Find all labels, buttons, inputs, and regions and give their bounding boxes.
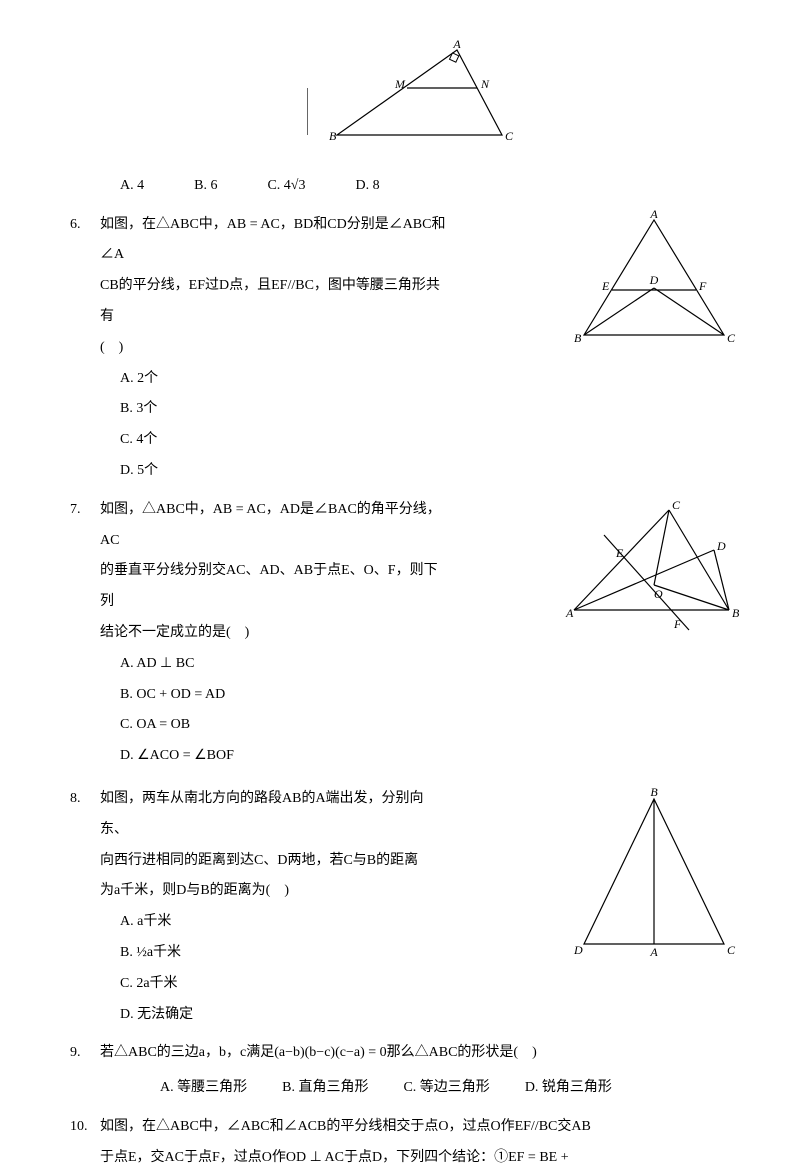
svg-text:F: F (698, 279, 707, 293)
q6-figure: A B C E D F (564, 210, 744, 350)
svg-text:C: C (505, 129, 514, 143)
q5-figure-wrap: A B C M N (100, 40, 734, 163)
q6-text-3: ( ) (100, 333, 450, 364)
q9-text: 若△ABC的三边a，b，c满足(a−b)(b−c)(c−a) = 0那么△ABC… (100, 1038, 734, 1069)
q7-figure: A B C D E F O (554, 495, 744, 635)
svg-text:N: N (480, 77, 490, 91)
svg-text:O: O (654, 587, 663, 601)
q5-opt-a: A. 4 (120, 171, 144, 202)
svg-text:D: D (573, 943, 583, 957)
svg-text:B: B (650, 785, 658, 799)
q8-opt-c: C. 2a千米 (120, 969, 450, 1000)
q7-opt-c: C. OA = OB (120, 710, 450, 741)
svg-text:B: B (574, 331, 582, 345)
svg-text:F: F (673, 617, 682, 631)
svg-text:M: M (394, 77, 406, 91)
svg-text:C: C (727, 943, 736, 957)
q5-opt-c: C. 4√3 (267, 171, 305, 202)
q7-num: 7. (70, 495, 81, 526)
q7-opt-d: D. ∠ACO = ∠BOF (120, 741, 450, 772)
q8-opt-d: D. 无法确定 (120, 1000, 450, 1031)
svg-text:C: C (727, 331, 736, 345)
svg-text:B: B (732, 606, 740, 620)
q7-opt-b: B. OC + OD = AD (120, 680, 450, 711)
q10-text-1: 如图，在△ABC中，∠ABC和∠ACB的平分线相交于点O，过点O作EF//BC交… (100, 1112, 734, 1143)
q9-opt-a: A. 等腰三角形 (160, 1073, 247, 1104)
q8-figure: B D A C (564, 784, 744, 964)
svg-text:B: B (329, 129, 337, 143)
q5-figure: A B C M N (307, 40, 527, 150)
q7-text-1: 如图，△ABC中，AB = AC，AD是∠BAC的角平分线，AC (100, 495, 450, 557)
q5-options: A. 4 B. 6 C. 4√3 D. 8 (100, 171, 734, 202)
question-7: 7. 如图，△ABC中，AB = AC，AD是∠BAC的角平分线，AC 的垂直平… (100, 495, 734, 772)
q5-opt-d: D. 8 (356, 171, 380, 202)
q6-opt-c: C. 4个 (120, 425, 450, 456)
svg-text:A: A (649, 210, 658, 221)
svg-text:E: E (601, 279, 610, 293)
q10-text-2: 于点E，交AC于点F，过点O作OD ⊥ AC于点D，下列四个结论：①EF = B… (100, 1143, 734, 1174)
question-8: 8. 如图，两车从南北方向的路段AB的A端出发，分别向东、 向西行进相同的距离到… (100, 784, 734, 1030)
question-6: 6. 如图，在△ABC中，AB = AC，BD和CD分别是∠ABC和∠A CB的… (100, 210, 734, 487)
svg-text:A: A (565, 606, 574, 620)
q8-text-3: 为a千米，则D与B的距离为( ) (100, 876, 450, 907)
q6-opt-b: B. 3个 (120, 394, 450, 425)
svg-text:D: D (649, 273, 659, 287)
q8-opt-a: A. a千米 (120, 907, 450, 938)
question-9: 9. 若△ABC的三边a，b，c满足(a−b)(b−c)(c−a) = 0那么△… (100, 1038, 734, 1104)
q6-text-2: CB的平分线，EF过D点，且EF//BC，图中等腰三角形共有 (100, 271, 450, 333)
q7-opt-a: A. AD ⊥ BC (120, 649, 450, 680)
svg-text:A: A (649, 945, 658, 959)
q8-text-1: 如图，两车从南北方向的路段AB的A端出发，分别向东、 (100, 784, 450, 846)
q9-opt-c: C. 等边三角形 (403, 1073, 489, 1104)
q7-text-3: 结论不一定成立的是( ) (100, 618, 450, 649)
q7-text-2: 的垂直平分线分别交AC、AD、AB于点E、O、F，则下列 (100, 556, 450, 618)
q8-num: 8. (70, 784, 81, 815)
q8-text-2: 向西行进相同的距离到达C、D两地，若C与B的距离 (100, 846, 450, 877)
q6-opt-d: D. 5个 (120, 456, 450, 487)
svg-text:E: E (615, 546, 624, 560)
q6-num: 6. (70, 210, 81, 241)
question-10: 10. 如图，在△ABC中，∠ABC和∠ACB的平分线相交于点O，过点O作EF/… (100, 1112, 734, 1174)
q10-num: 10. (70, 1112, 88, 1143)
q5-opt-b: B. 6 (194, 171, 217, 202)
q8-opt-b: B. ½a千米 (120, 938, 450, 969)
q6-opt-a: A. 2个 (120, 364, 450, 395)
svg-text:D: D (716, 539, 726, 553)
svg-text:A: A (452, 40, 461, 51)
q6-text-1: 如图，在△ABC中，AB = AC，BD和CD分别是∠ABC和∠A (100, 210, 450, 272)
svg-text:C: C (672, 498, 681, 512)
q9-opt-b: B. 直角三角形 (282, 1073, 368, 1104)
q9-opt-d: D. 锐角三角形 (525, 1073, 612, 1104)
q9-num: 9. (70, 1038, 81, 1069)
